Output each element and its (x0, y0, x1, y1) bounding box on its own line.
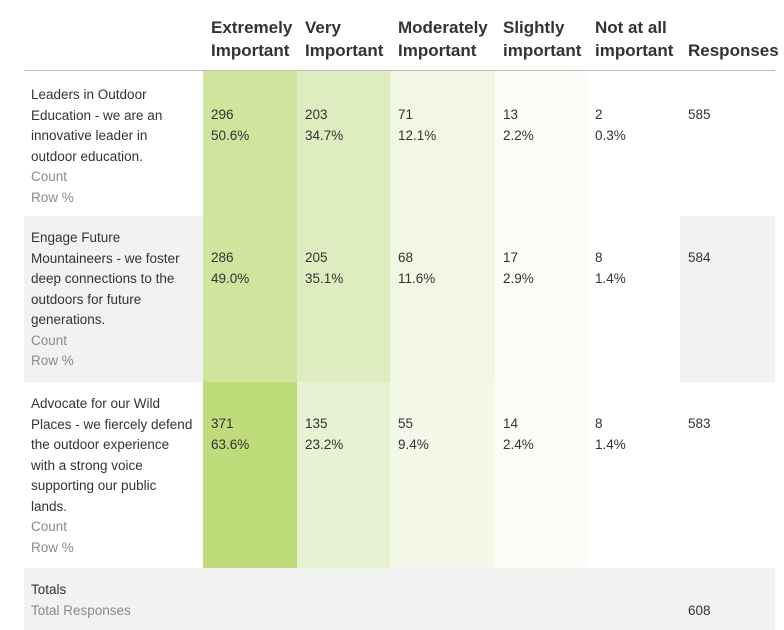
totals-row: Totals Total Responses 608 (24, 568, 775, 630)
cell-slightly-important: 13 2.2% (495, 71, 587, 216)
cell-moderately-important: 55 9.4% (390, 382, 495, 568)
cell-extremely-important: 371 63.6% (203, 382, 297, 568)
table-row: Engage Future Mountaineers - we foster d… (24, 216, 775, 382)
table-header: Extremely Important Very Important Moder… (0, 0, 784, 70)
totals-label: Totals Total Responses (31, 582, 131, 618)
cell-slightly-important: 14 2.4% (495, 382, 587, 568)
row-label: Advocate for our Wild Places - we fierce… (31, 396, 193, 555)
column-header-slightly-important: Slightly important (503, 18, 582, 60)
cell-not-at-all-important: 8 1.4% (587, 216, 680, 382)
cell-responses: 585 (688, 107, 711, 122)
column-header-responses: Responses (688, 41, 779, 60)
row-label: Engage Future Mountaineers - we foster d… (31, 230, 180, 368)
cell-moderately-important: 71 12.1% (390, 71, 495, 216)
table-row: Advocate for our Wild Places - we fierce… (24, 382, 775, 568)
cell-not-at-all-important: 8 1.4% (587, 382, 680, 568)
row-label: Leaders in Outdoor Education - we are an… (31, 87, 163, 205)
totals-responses-value: 608 (688, 603, 711, 618)
column-header-extremely-important: Extremely Important (211, 18, 293, 60)
cell-moderately-important: 68 11.6% (390, 216, 495, 382)
cell-very-important: 205 35.1% (297, 216, 390, 382)
column-header-not-at-all-important: Not at all important (595, 18, 674, 60)
cell-slightly-important: 17 2.9% (495, 216, 587, 382)
cell-responses: 583 (688, 416, 711, 431)
cell-very-important: 135 23.2% (297, 382, 390, 568)
column-header-moderately-important: Moderately Important (398, 18, 488, 60)
cell-not-at-all-important: 2 0.3% (587, 71, 680, 216)
cell-very-important: 203 34.7% (297, 71, 390, 216)
table-row: Leaders in Outdoor Education - we are an… (24, 71, 775, 216)
cell-responses: 584 (688, 250, 711, 265)
column-header-very-important: Very Important (305, 18, 384, 60)
cell-extremely-important: 296 50.6% (203, 71, 297, 216)
cell-extremely-important: 286 49.0% (203, 216, 297, 382)
header-divider (24, 70, 775, 71)
